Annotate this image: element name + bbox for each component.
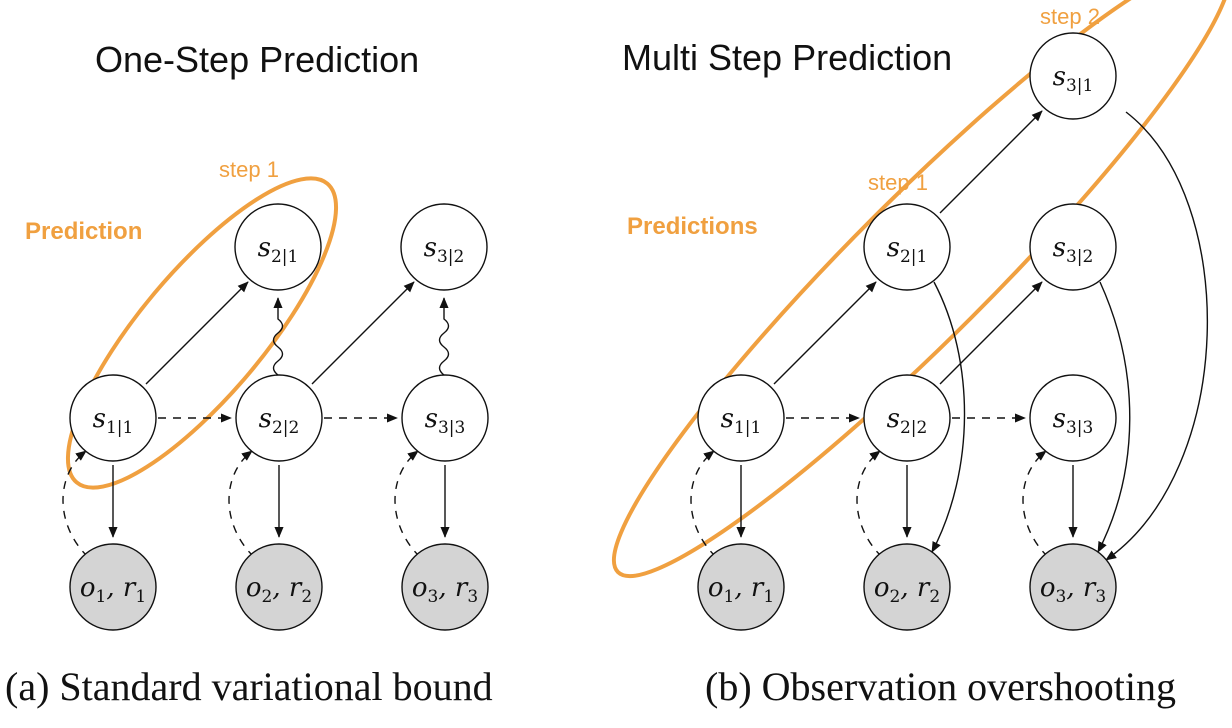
svg-text:s1|1: s1|1 [93,404,134,438]
svg-text:o1, r1: o1, r1 [80,573,146,607]
edge-b-s11-s21 [773,281,877,385]
edge-a-o3-s33 [394,450,421,558]
svg-text:o3, r3: o3, r3 [1040,573,1106,607]
panel-a-prediction-label: Prediction [25,218,142,245]
panel-b-predictions-label: Predictions [627,213,758,240]
edge-a-o1-s11 [62,450,89,558]
node-b-s11: s1|1 [697,374,785,462]
panel-b-step2-label: step 2 [1040,4,1100,29]
node-a-o1: o1, r1 [69,543,157,631]
edge-b-s32-o3 [1097,281,1131,553]
panel-b-predictions-ellipse [611,0,1232,579]
node-b-s31: s3|1 [1029,32,1117,120]
svg-text:s2|1: s2|1 [887,233,928,267]
svg-text:s3|3: s3|3 [1053,404,1094,438]
panel-a: One-Step Prediction Prediction step 1 s2… [5,39,493,709]
node-a-s33: s3|3 [401,374,489,462]
node-b-o1: o1, r1 [697,543,785,631]
svg-text:o2, r2: o2, r2 [874,573,940,607]
edge-b-s22-s32 [939,281,1043,385]
edge-b-s31-o3 [1105,111,1208,561]
node-a-s22: s2|2 [235,374,323,462]
edge-a-s22-s32 [311,281,415,385]
node-b-o3: o3, r3 [1029,543,1117,631]
node-b-s32: s3|2 [1029,203,1117,291]
node-a-s11: s1|1 [69,374,157,462]
edge-a-s33-s32-wavy [438,297,450,376]
svg-text:s3|3: s3|3 [425,404,466,438]
svg-text:o2, r2: o2, r2 [246,573,312,607]
panel-a-caption: (a) Standard variational bound [5,664,493,709]
node-b-s22: s2|2 [863,374,951,462]
svg-text:s2|2: s2|2 [259,404,300,438]
node-a-o3: o3, r3 [401,543,489,631]
panel-a-prediction-ellipse [65,176,339,490]
svg-text:s3|2: s3|2 [1053,233,1094,267]
edge-a-o2-s22 [228,450,255,558]
node-a-s32: s3|2 [400,203,488,291]
panel-b-step1-label: step 1 [868,170,928,195]
edge-a-s22-s21-wavy [272,297,284,376]
edge-b-o3-s33 [1022,450,1049,558]
node-a-o2: o2, r2 [235,543,323,631]
edge-b-o2-s22 [856,450,883,558]
node-b-s33: s3|3 [1029,374,1117,462]
edge-a-s11-s21 [145,281,249,385]
svg-text:s2|1: s2|1 [258,233,299,267]
node-b-s21: s2|1 [863,203,951,291]
panel-a-step1-label: step 1 [219,157,279,182]
panel-b-caption: (b) Observation overshooting [705,664,1176,709]
svg-text:s1|1: s1|1 [721,404,762,438]
svg-text:s3|2: s3|2 [424,233,465,267]
panel-b: Multi Step Prediction Predictions step 1… [611,0,1232,709]
edge-b-s21-s31 [939,110,1043,214]
panel-b-title: Multi Step Prediction [622,37,952,78]
node-a-s21: s2|1 [234,203,322,291]
svg-text:s2|2: s2|2 [887,404,928,438]
edge-b-o1-s11 [690,450,717,558]
panel-a-title: One-Step Prediction [95,39,419,80]
svg-text:s3|1: s3|1 [1053,62,1094,96]
svg-text:o1, r1: o1, r1 [708,573,774,607]
svg-text:o3, r3: o3, r3 [412,573,478,607]
edge-b-s21-o2 [931,281,966,553]
node-b-o2: o2, r2 [863,543,951,631]
